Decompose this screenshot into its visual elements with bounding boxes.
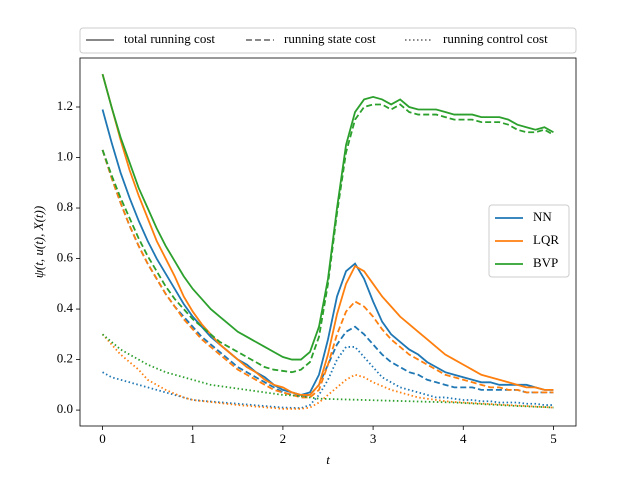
cost-line [101,73,554,396]
legend-label: NN [533,209,552,224]
x-tick-label: 3 [370,431,377,446]
legend-label: running state cost [284,31,376,46]
y-axis-label: ψ(t, u(t), X(t)) [31,206,46,278]
cost-line [101,73,554,361]
cost-line [101,333,554,410]
cost-line [101,333,554,409]
x-tick-label: 1 [189,431,196,446]
y-tick-label: 0.2 [57,351,73,366]
legend-label: BVP [533,255,558,270]
cost-line [101,109,554,396]
cost-line [101,103,554,374]
y-tick-label: 0.0 [57,401,73,416]
y-tick-label: 0.6 [57,250,74,265]
legend-box [488,204,570,278]
y-tick-label: 1.2 [57,98,73,113]
cost-line [101,149,554,398]
legend-label: LQR [533,232,559,247]
y-tick-label: 0.4 [57,300,74,315]
y-tick-label: 1.0 [57,148,73,163]
x-tick-label: 2 [280,431,287,446]
legend-box [79,27,577,54]
x-tick-label: 0 [99,431,106,446]
x-tick-label: 4 [460,431,467,446]
cost-line [101,149,554,399]
x-axis-label: t [326,452,330,467]
x-tick-label: 5 [550,431,557,446]
legend-label: total running cost [124,31,215,46]
y-tick-label: 0.8 [57,199,73,214]
plot-frame [79,57,577,427]
legend-label: running control cost [443,31,548,46]
